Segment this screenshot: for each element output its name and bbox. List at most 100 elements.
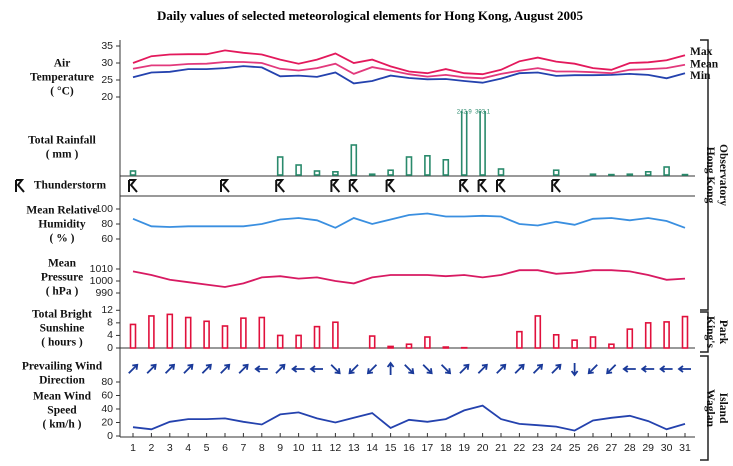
wind-arrow [659,365,673,373]
wind-arrow [622,365,636,373]
bar [166,313,174,349]
bar [258,316,266,349]
bar [626,328,634,349]
thunder-marker [348,179,359,193]
bar [313,170,321,176]
bar [552,169,560,176]
station-label: Observatory [717,144,729,206]
panel-label: Sunshine [40,323,85,335]
bar [313,325,321,349]
bar [184,316,192,349]
legend-label: Max [690,46,713,58]
bar [442,346,450,349]
y-tick-label: 30 [101,57,113,69]
panel-label: Air [54,58,71,70]
station-label: Waglan [704,389,716,427]
x-tick-label: 21 [495,442,507,454]
x-tick-label: 2 [148,442,154,454]
line [132,269,686,288]
x-tick-label: 3 [167,442,173,454]
thunder-marker [459,179,469,193]
thunder-marker [128,179,138,193]
x-tick-label: 24 [550,442,562,454]
bar [644,322,652,349]
y-tick-label: 990 [95,287,113,299]
x-tick-label: 18 [440,442,452,454]
bar [332,321,339,349]
panel-label: ( °C) [50,86,74,98]
x-tick-label: 1 [130,442,136,454]
y-tick-label: 0 [107,342,113,354]
wind-arrow [275,363,286,374]
wind-arrow [587,364,598,375]
wind-arrow [291,365,305,373]
wind-arrow [440,364,452,375]
bar [129,170,137,176]
thunder-marker [385,179,396,193]
wind-arrow [330,364,341,375]
thunder-marker [330,179,341,193]
bar [497,168,505,176]
bar [276,334,284,349]
station-label: Island [717,393,729,424]
thunder-marker [477,179,488,193]
y-tick-label: 20 [101,91,113,103]
bar [129,323,137,349]
bar [479,111,486,176]
thunder-marker [275,179,285,193]
panel-label: ( hPa ) [46,286,79,298]
bar [663,321,670,349]
wind-arrow [459,363,470,374]
bar [644,171,652,176]
panel-label: Temperature [30,72,94,84]
panel-label: Pressure [41,272,83,284]
wind-arrow [348,364,359,375]
line [132,65,686,85]
x-tick-label: 26 [587,442,599,454]
station-label: Park [717,320,729,345]
station-brackets [700,39,709,461]
bar [663,166,670,176]
y-tick-label: 8 [107,317,113,329]
value-label: 303.1 [475,110,491,116]
x-tick-label: 6 [222,442,228,454]
station-label: King's [704,316,716,348]
x-tick-label: 16 [403,442,415,454]
line [132,49,686,76]
x-tick-label: 5 [204,442,210,454]
wind-arrow [386,361,395,375]
wind-arrow [183,363,194,374]
legend-label: Mean [690,58,719,70]
panel-label: ( mm ) [46,149,79,161]
bar [552,333,560,349]
bars [129,111,689,176]
bar [424,336,431,349]
bar [240,317,247,349]
wind-arrow [606,364,617,375]
x-tick-label: 12 [330,442,342,454]
x-tick-label: 14 [366,442,378,454]
thunder-icon [15,179,25,193]
x-tick-label: 25 [569,442,581,454]
thunder-marker [220,179,230,193]
bar [405,156,413,176]
y-tick-label: 80 [101,218,113,230]
y-tick-label: 40 [101,403,113,415]
wind-arrow [254,365,268,373]
wind-arrow [128,363,139,374]
wind-arrow [201,363,212,374]
bar [332,171,339,176]
panel-label: ( km/h ) [43,419,82,431]
x-tick-label: 8 [259,442,265,454]
bar [589,336,597,349]
x-tick-label: 11 [312,442,323,454]
panel-label: ( % ) [50,233,75,245]
line [132,61,686,80]
panel-label: Mean Wind [33,391,92,403]
bar [589,173,597,176]
y-tick-label: 4 [107,329,113,341]
bar [387,169,394,176]
y-tick-label: 25 [101,74,113,86]
bar [295,334,302,349]
bar [368,173,376,176]
